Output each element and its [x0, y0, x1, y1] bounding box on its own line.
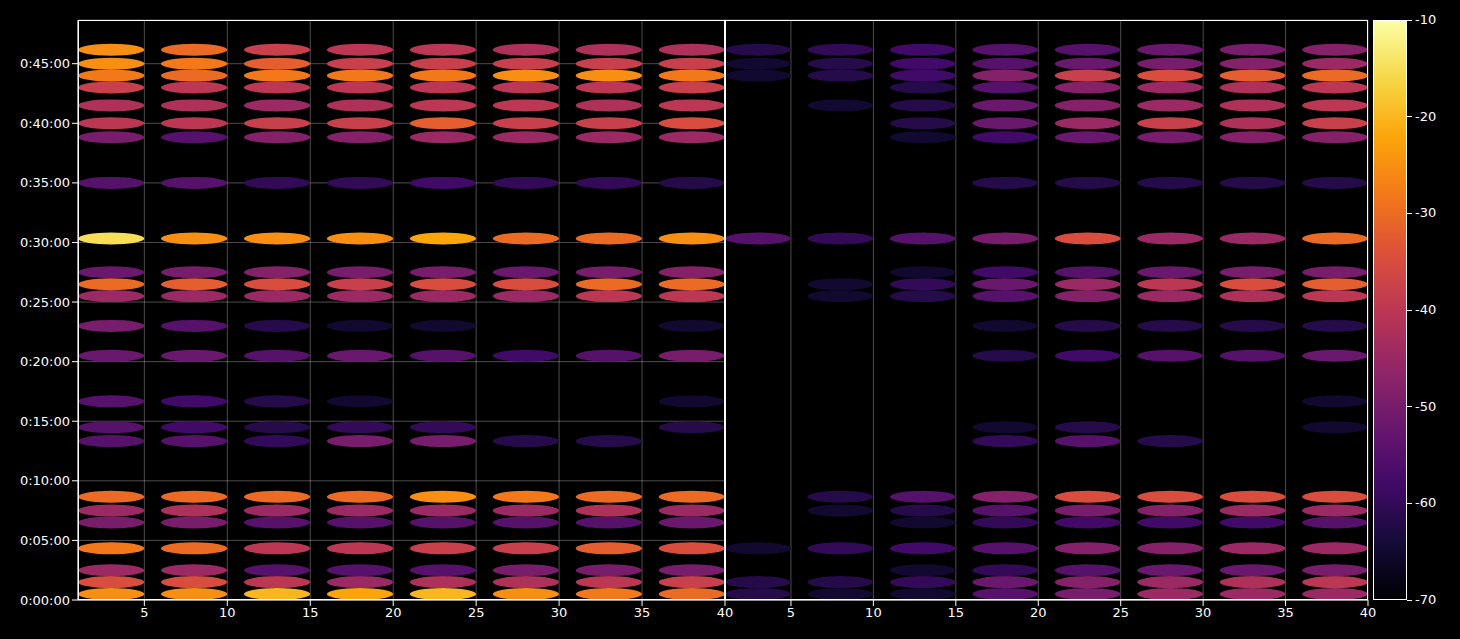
svg-text:0:10:00: 0:10:00: [20, 473, 70, 488]
svg-text:25: 25: [1112, 605, 1129, 620]
svg-text:0:45:00: 0:45:00: [20, 56, 70, 71]
svg-text:0:25:00: 0:25:00: [20, 295, 70, 310]
svg-text:35: 35: [1277, 605, 1294, 620]
svg-text:0:05:00: 0:05:00: [20, 533, 70, 548]
svg-text:30: 30: [1195, 605, 1212, 620]
svg-text:0:00:00: 0:00:00: [20, 593, 70, 608]
svg-text:5: 5: [787, 605, 795, 620]
html-text:-40: -40: [1415, 302, 1437, 317]
svg-text:40: 40: [717, 605, 734, 620]
html-text:-70: -70: [1415, 592, 1437, 607]
svg-text:15: 15: [302, 605, 319, 620]
svg-text:5: 5: [140, 605, 148, 620]
svg-text:30: 30: [551, 605, 568, 620]
svg-text:10: 10: [865, 605, 882, 620]
svg-text:20: 20: [1030, 605, 1047, 620]
html-text:-50: -50: [1415, 398, 1437, 414]
svg-text:0:30:00: 0:30:00: [20, 235, 70, 250]
html-text:-30: -30: [1415, 205, 1437, 221]
html-text:-60: -60: [1415, 495, 1437, 511]
svg-text:10: 10: [219, 605, 236, 620]
html-text:-20: -20: [1415, 108, 1437, 124]
svg-text:25: 25: [468, 605, 485, 620]
svg-text:0:15:00: 0:15:00: [20, 414, 70, 429]
svg-text:35: 35: [634, 605, 651, 620]
html-text:-10: -10: [1415, 12, 1437, 27]
svg-text:40: 40: [1360, 605, 1377, 620]
svg-text:0:40:00: 0:40:00: [20, 116, 70, 131]
svg-text:20: 20: [385, 605, 402, 620]
svg-text:0:35:00: 0:35:00: [20, 175, 70, 190]
svg-text:15: 15: [948, 605, 965, 620]
svg-text:0:20:00: 0:20:00: [20, 354, 70, 369]
